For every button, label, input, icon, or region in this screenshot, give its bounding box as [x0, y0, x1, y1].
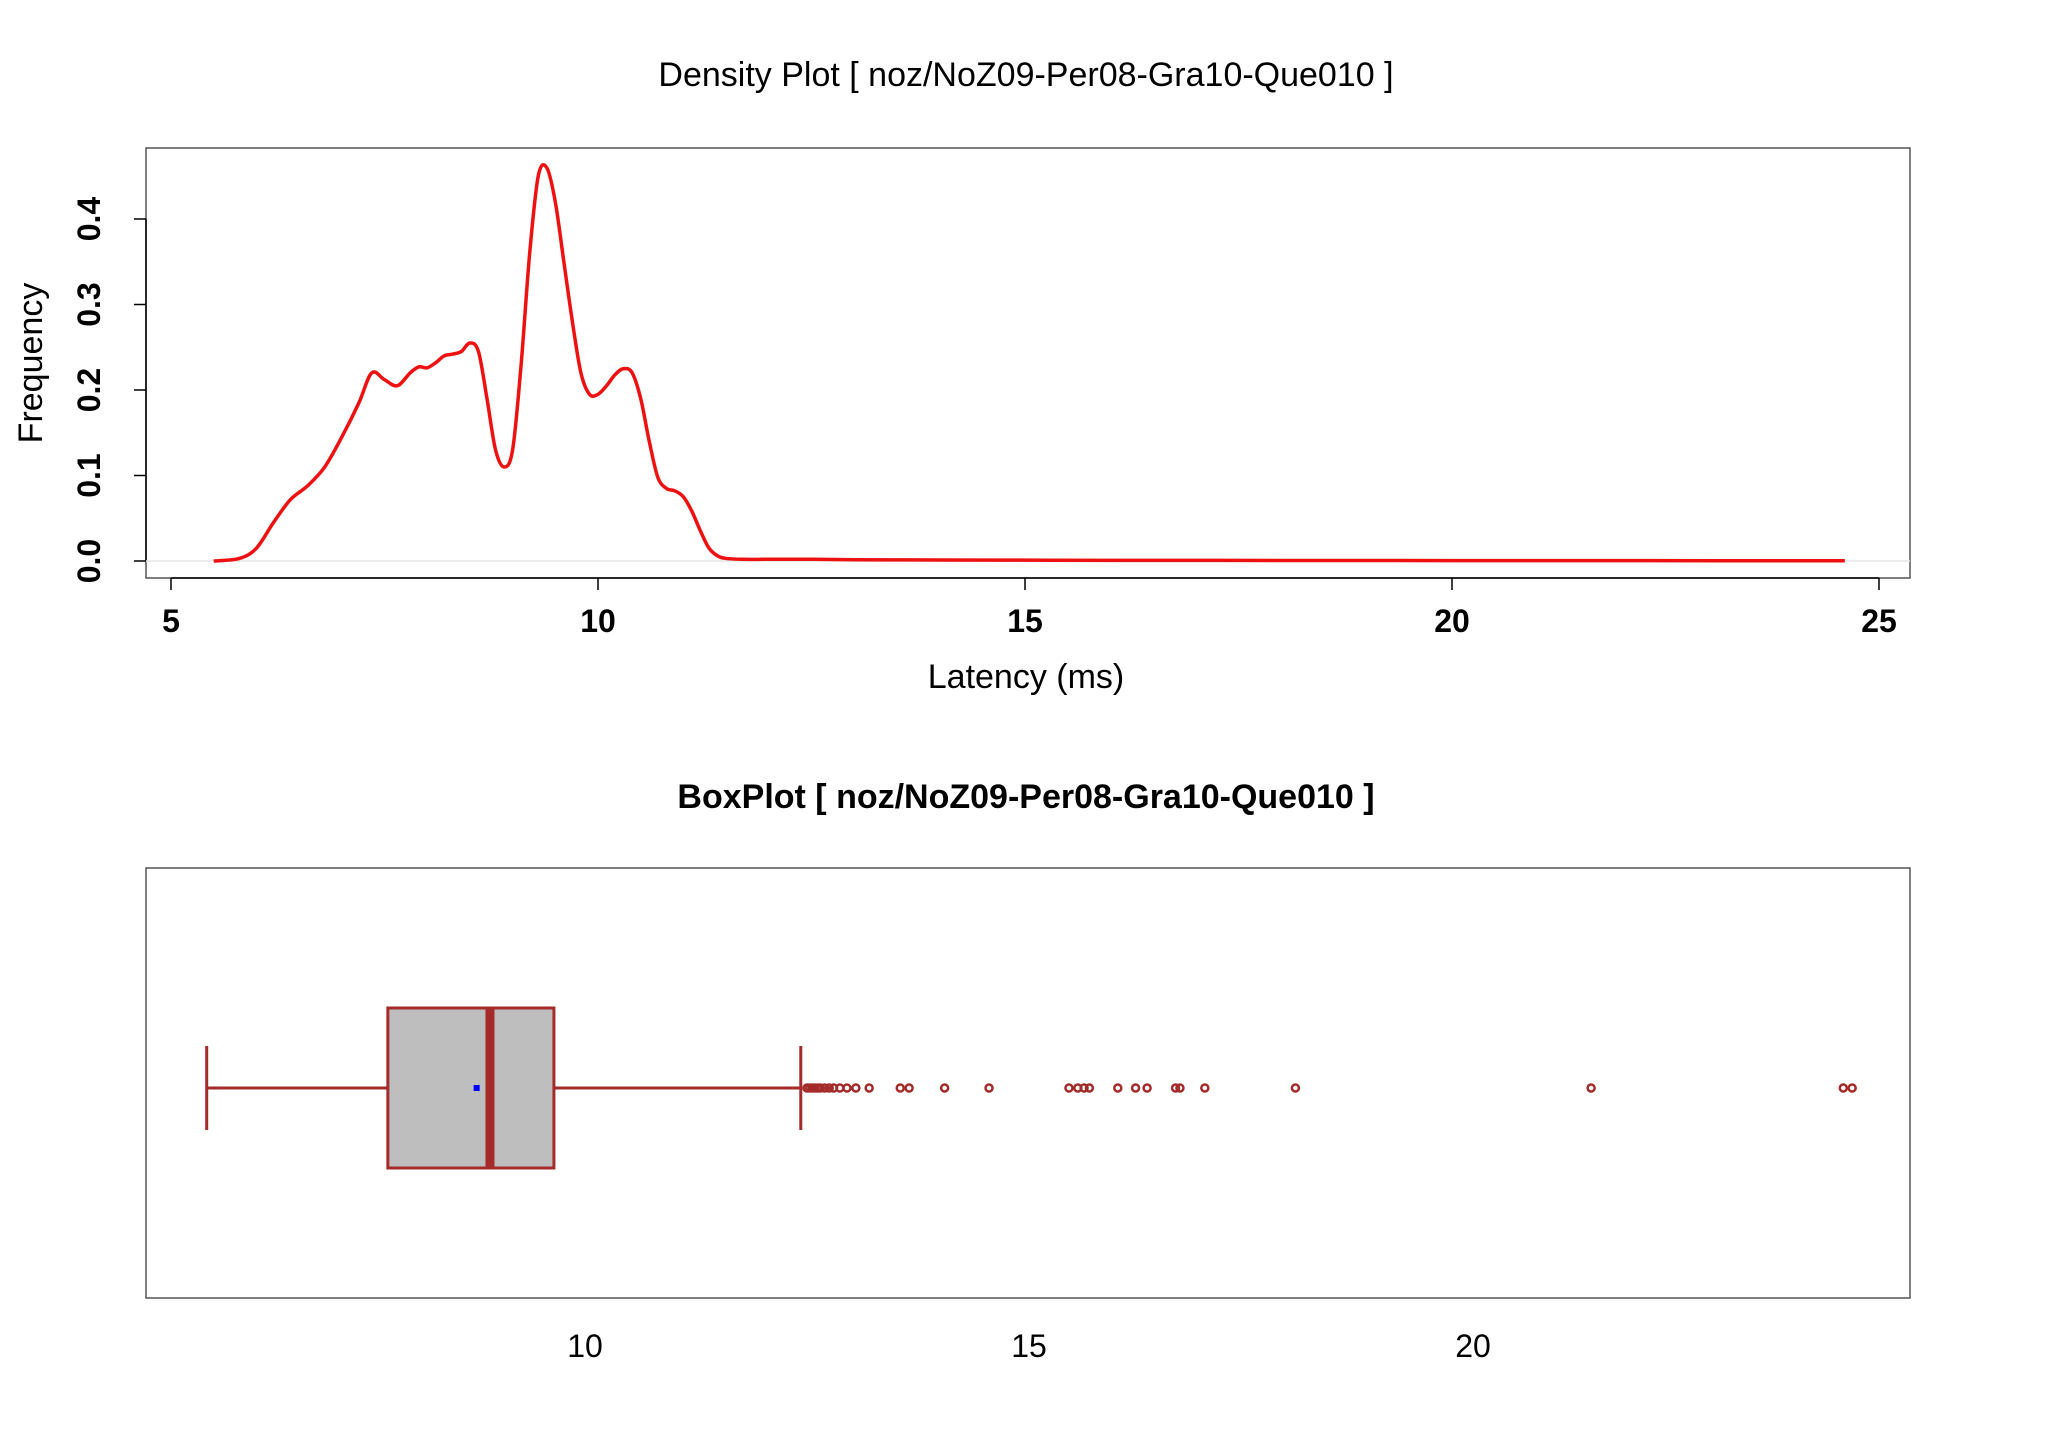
boxplot-outlier-point [1175, 1083, 1185, 1093]
boxplot-outlier-point [939, 1083, 950, 1093]
boxplot-outlier-point [1079, 1083, 1089, 1093]
density-y-tick-label: 0.2 [71, 368, 107, 412]
boxplot-x-axis: 10 15 20 [567, 1328, 1491, 1364]
boxplot-title: BoxPlot [ noz/NoZ09-Per08-Gra10-Que010 ] [677, 778, 1374, 816]
boxplot-outlier-point [820, 1083, 830, 1093]
boxplot-outlier-point [895, 1083, 905, 1093]
boxplot-outlier-point [824, 1083, 834, 1093]
density-title: Density Plot [ noz/NoZ09-Per08-Gra10-Que… [658, 56, 1393, 94]
boxplot-outlier-point [842, 1083, 852, 1093]
boxplot-outlier-point [984, 1083, 994, 1093]
density-x-axis: 5 10 15 20 25 [162, 577, 1897, 639]
boxplot-outlier-point [1130, 1083, 1141, 1093]
density-y-tick-label: 0.1 [71, 453, 107, 497]
boxplot-x-tick-label: 15 [1011, 1328, 1047, 1364]
boxplot-x-tick-label: 20 [1455, 1328, 1491, 1364]
boxplot-mean-marker [473, 1085, 480, 1091]
density-y-axis-label: Frequency [12, 283, 50, 444]
density-plot-frame [145, 147, 1911, 579]
boxplot-outlier-point [1170, 1083, 1181, 1093]
density-y-tick-label: 0.4 [71, 197, 107, 242]
density-series-line [213, 163, 1845, 563]
density-y-axis: 0.0 0.1 0.2 0.3 0.4 [71, 197, 147, 583]
boxplot-outlier-point [815, 1083, 826, 1093]
boxplot-outlier-point [1847, 1083, 1857, 1093]
density-x-axis-label: Latency (ms) [928, 658, 1125, 696]
boxplot-outlier-point [1113, 1083, 1123, 1093]
boxplot-x-tick-label: 10 [567, 1328, 603, 1364]
density-x-tick-label: 25 [1861, 603, 1897, 639]
boxplot-box [386, 1006, 556, 1170]
boxplot-outlier-point [1084, 1083, 1095, 1093]
boxplot-outlier-point [1838, 1083, 1849, 1093]
boxplot-outlier-point [1064, 1083, 1074, 1093]
boxplot-outlier-point [1142, 1083, 1152, 1093]
density-x-tick-label: 10 [580, 603, 616, 639]
density-y-tick-label: 0.3 [71, 282, 107, 326]
boxplot-outlier-point [1586, 1083, 1596, 1093]
density-y-tick-label: 0.0 [71, 539, 107, 583]
boxplot-outlier-point [851, 1083, 861, 1093]
boxplot-outlier-point [904, 1083, 914, 1093]
boxplot-plot-frame [145, 867, 1911, 1299]
density-x-tick-label: 5 [162, 603, 180, 639]
density-x-tick-label: 15 [1007, 603, 1043, 639]
boxplot-outlier-point [1290, 1083, 1301, 1093]
density-x-tick-label: 20 [1434, 603, 1470, 639]
boxplot-outlier-point [864, 1083, 874, 1093]
boxplot-outlier-point [1200, 1083, 1210, 1093]
